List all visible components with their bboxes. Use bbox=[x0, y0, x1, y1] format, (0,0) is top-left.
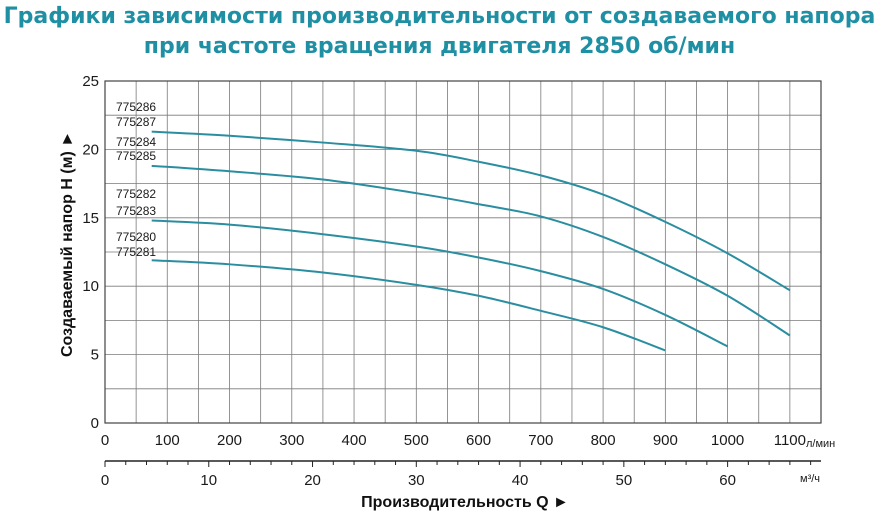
x-tick-label-m3h: 40 bbox=[512, 472, 529, 489]
y-tick-label: 10 bbox=[82, 278, 99, 295]
x-tick-label-m3h: 50 bbox=[615, 472, 632, 489]
series-line-1 bbox=[151, 130, 791, 292]
x-unit-m3h: м³/ч bbox=[800, 473, 820, 485]
y-tick-label: 15 bbox=[82, 210, 99, 227]
series-model-label: 775280 bbox=[116, 230, 156, 244]
y-tick-label: 20 bbox=[82, 141, 99, 158]
x-tick-label-lpm: 400 bbox=[342, 432, 367, 449]
curves bbox=[151, 130, 791, 352]
x-tick-label-lpm: 1000 bbox=[711, 432, 744, 449]
x-tick-label-lpm: 700 bbox=[528, 432, 553, 449]
y-tick-label: 25 bbox=[82, 73, 99, 90]
x-tick-label-lpm: 600 bbox=[466, 432, 491, 449]
series-line-2 bbox=[151, 164, 791, 337]
series-model-label: 775284 bbox=[116, 135, 156, 149]
x-tick-label-lpm: 200 bbox=[217, 432, 242, 449]
grid bbox=[104, 80, 822, 424]
x-unit-lpm: л/мин bbox=[806, 438, 835, 450]
series-model-label: 775282 bbox=[116, 187, 156, 201]
x-tick-label-m3h: 0 bbox=[101, 472, 109, 489]
x-tick-label-m3h: 10 bbox=[200, 472, 217, 489]
x-tick-label-lpm: 500 bbox=[404, 432, 429, 449]
plot-frame bbox=[104, 80, 822, 424]
x-tick-label-m3h: 30 bbox=[408, 472, 425, 489]
series-line-3 bbox=[151, 219, 729, 348]
series-model-label: 775283 bbox=[116, 204, 156, 218]
x-tick-label-lpm: 1100 bbox=[774, 432, 806, 449]
x-tick-label-lpm: 300 bbox=[279, 432, 304, 449]
series-line-4 bbox=[151, 259, 666, 352]
x-tick-label-lpm: 800 bbox=[591, 432, 616, 449]
series-model-label: 775287 bbox=[116, 115, 156, 129]
series-model-label: 775286 bbox=[116, 100, 156, 114]
x-axis-title: Производительность Q ► bbox=[361, 494, 569, 511]
chart-title-line-1: Графики зависимости производительности о… bbox=[3, 4, 876, 29]
y-axis-title: Создаваемый напор H (м) ► bbox=[59, 131, 76, 357]
series-model-label: 775285 bbox=[116, 149, 156, 163]
series-model-label: 775281 bbox=[116, 245, 156, 259]
x-tick-label-lpm: 900 bbox=[653, 432, 678, 449]
y-tick-label: 0 bbox=[91, 415, 99, 432]
x-tick-label-m3h: 60 bbox=[719, 472, 736, 489]
y-tick-label: 5 bbox=[91, 347, 99, 364]
chart-title-line-2: при частоте вращения двигателя 2850 об/м… bbox=[143, 34, 736, 59]
x-tick-label-lpm: 0 bbox=[101, 432, 109, 449]
x-tick-label-lpm: 100 bbox=[155, 432, 180, 449]
x-tick-label-m3h: 20 bbox=[304, 472, 321, 489]
